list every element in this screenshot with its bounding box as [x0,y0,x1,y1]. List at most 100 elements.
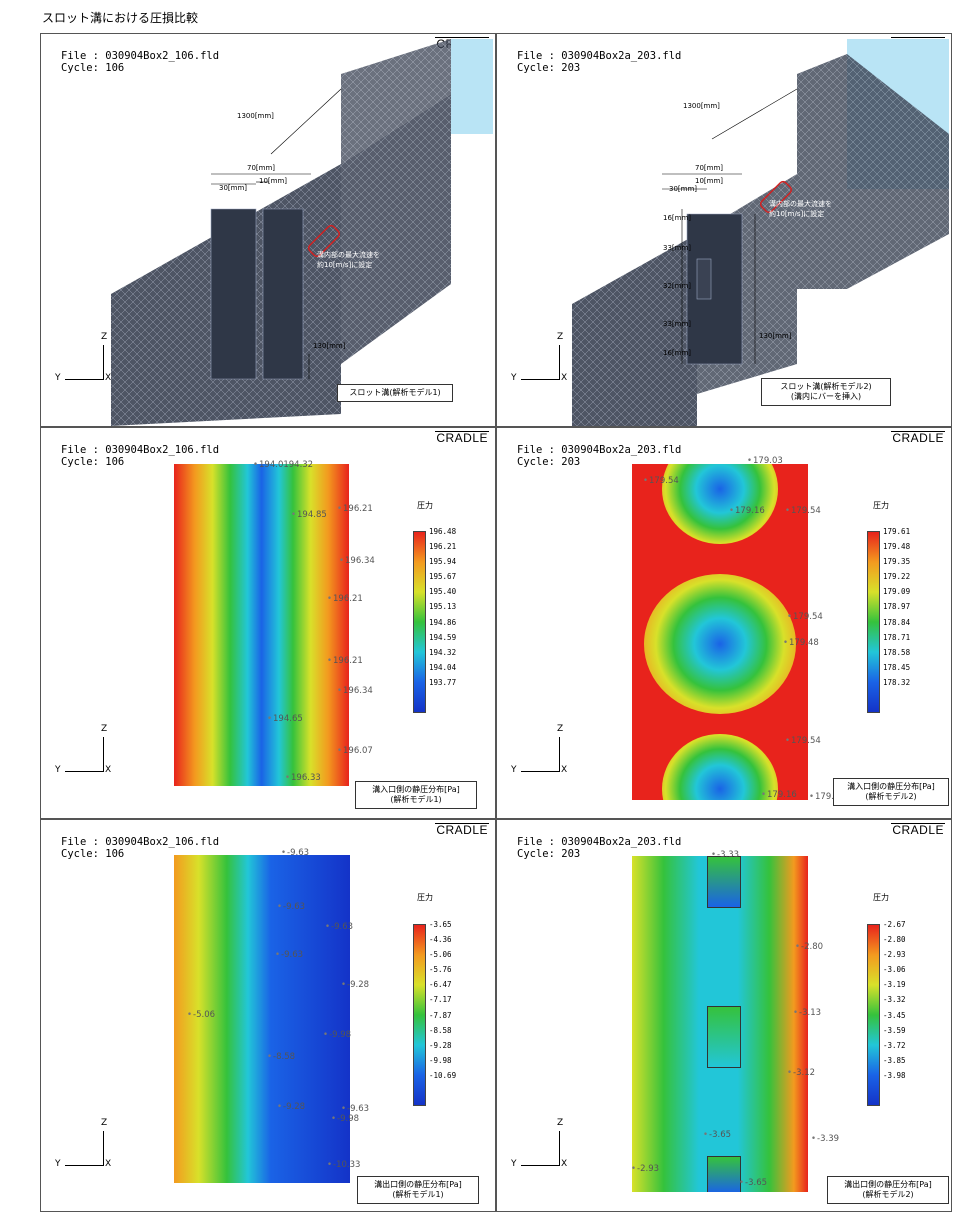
geometry-3d-view [111,39,493,426]
pressure-contour [632,856,808,1192]
file-info: File : 030904Box2_106.fld Cycle: 106 [61,836,219,860]
file-name: File : 030904Box2_106.fld [61,836,220,848]
file-info: File : 030904Box2a_203.fld Cycle: 203 [517,444,681,468]
axis-triad: Z Y X [511,332,568,383]
legend-color-bar [413,924,426,1106]
value-label: -2.80 [795,942,823,952]
dim-seg-16-bottom: 16[mm] [663,349,692,357]
file-info: File : 030904Box2_106.fld Cycle: 106 [61,50,219,74]
value-label: 194.85 [291,510,327,520]
value-label: -9.28 [277,1102,305,1112]
value-label: -9.63 [325,922,353,932]
dim-width-70: 70[mm] [247,164,276,172]
dim-width-70: 70[mm] [695,164,724,172]
panel-caption: 溝入口側の静圧分布[Pa] (解析モデル2) [833,778,949,806]
velocity-note: 溝内部の最大流速を 約10[m/s]に設定 [317,251,380,269]
geometry-3d-view [572,39,949,426]
dim-height-130: 130[mm] [313,342,346,350]
cradle-logo: CRADLE [435,431,489,445]
file-info: File : 030904Box2a_203.fld Cycle: 203 [517,50,681,74]
value-label: 179.16 [761,790,797,800]
panel-caption: 溝入口側の静圧分布[Pa] (解析モデル1) [355,781,477,809]
legend-values: -3.65 -4.36 -5.06 -5.76 -6.47 -7.17 -7.8… [429,920,457,1080]
panel-outlet-pressure-model2: File : 030904Box2a_203.fld Cycle: 203 CR… [496,819,952,1212]
file-name: File : 030904Box2_106.fld [61,50,220,62]
value-label: 194.0194.32 [253,460,313,470]
value-label: -9.63 [277,902,305,912]
value-label: -3.13 [793,1008,821,1018]
value-label: -9.63 [341,1104,369,1114]
value-label: 196.07 [337,746,373,756]
value-label: 179.54 [787,612,823,622]
value-label: 179.03 [747,456,783,466]
legend-title: 圧力 [417,501,433,510]
panel-outlet-pressure-model1: File : 030904Box2_106.fld Cycle: 106 CRA… [40,819,496,1212]
value-label: -2.93 [631,1164,659,1174]
value-label: 196.34 [339,556,375,566]
cradle-logo: CRADLE [891,431,945,445]
panel-model1-geometry: File : 030904Box2_106.fld Cycle: 106 CRA… [40,33,496,427]
axis-triad: Z Y X [511,1118,568,1169]
page-title: スロット溝における圧損比較 [42,11,199,25]
cycle-number: Cycle: 203 [517,62,581,74]
axis-triad: Z Y X [55,332,112,383]
cycle-number: Cycle: 203 [517,848,581,860]
legend-values: -2.67 -2.80 -2.93 -3.06 -3.19 -3.32 -3.4… [883,920,906,1080]
panel-caption: 溝出口側の静圧分布[Pa] (解析モデル1) [357,1176,479,1204]
legend-color-bar [413,531,426,713]
value-label: -9.63 [281,848,309,858]
axis-triad: Z Y X [55,1118,112,1169]
axis-triad: Z Y X [511,724,568,775]
value-label: 196.21 [327,656,363,666]
value-label: -5.06 [187,1010,215,1020]
value-label: -8.58 [267,1052,295,1062]
cycle-number: Cycle: 106 [61,848,125,860]
value-label: 194.65 [267,714,303,724]
file-name: File : 030904Box2a_203.fld [517,50,682,62]
cradle-logo: CRADLE [435,823,489,837]
legend-title: 圧力 [873,501,889,510]
value-label: -10.33 [327,1160,360,1170]
file-name: File : 030904Box2a_203.fld [517,444,682,456]
value-label: 179.54 [785,736,821,746]
cycle-number: Cycle: 106 [61,62,125,74]
panel-inlet-pressure-model2: File : 030904Box2a_203.fld Cycle: 203 CR… [496,427,952,819]
panel-inlet-pressure-model1: File : 030904Box2_106.fld Cycle: 106 CRA… [40,427,496,819]
value-label: 179.16 [729,506,765,516]
legend-title: 圧力 [417,893,433,902]
dim-height-130: 130[mm] [759,332,792,340]
file-name: File : 030904Box2_106.fld [61,444,220,456]
value-label: 179.48 [783,638,819,648]
panel-caption: スロット溝(解析モデル2) (溝内にバーを挿入) [761,378,891,406]
value-label: 196.33 [285,773,321,783]
panel-caption: 溝出口側の静圧分布[Pa] (解析モデル2) [827,1176,949,1204]
legend-title: 圧力 [873,893,889,902]
dim-width-30: 30[mm] [669,185,698,193]
dim-width-30: 30[mm] [219,184,248,192]
dim-length: 1300[mm] [683,102,720,110]
legend-color-bar [867,924,880,1106]
dim-width-10: 10[mm] [695,177,724,185]
value-label: 179.54 [643,476,679,486]
value-label: -9.28 [341,980,369,990]
value-label: 196.21 [327,594,363,604]
dim-seg-33-b: 33[mm] [663,320,692,328]
velocity-note: 溝内部の最大流速を 約10[m/s]に設定 [769,200,832,218]
cradle-logo: CRADLE [891,823,945,837]
dim-seg-32: 32[mm] [663,282,692,290]
value-label: 179.54 [809,792,845,802]
file-info: File : 030904Box2_106.fld Cycle: 106 [61,444,219,468]
panel-model2-geometry: File : 030904Box2a_203.fld Cycle: 203 CR… [496,33,952,427]
panel-caption: スロット溝(解析モデル1) [337,384,453,402]
dim-width-10: 10[mm] [259,177,288,185]
dim-length: 1300[mm] [237,112,274,120]
pressure-contour [632,464,808,800]
value-label: -9.63 [275,950,303,960]
value-label: 179.54 [785,506,821,516]
value-label: -3.65 [739,1178,767,1188]
axis-triad: Z Y X [55,724,112,775]
legend-values: 179.61 179.48 179.35 179.22 179.09 178.9… [883,527,911,687]
value-label: -9.98 [331,1114,359,1124]
value-label: -3.39 [811,1134,839,1144]
file-info: File : 030904Box2a_203.fld Cycle: 203 [517,836,681,860]
